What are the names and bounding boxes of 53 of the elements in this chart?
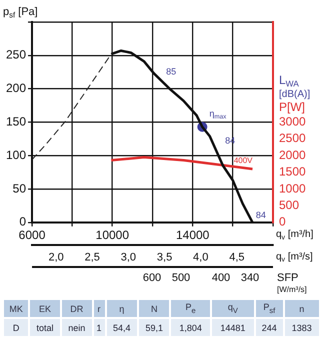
text: P$_{sf}$ — [256, 300, 283, 317]
x2-tick-label: 3,0 — [120, 251, 136, 264]
text: 1383 — [284, 319, 319, 336]
series-label: 400V — [234, 156, 254, 166]
text: 59,1 — [138, 319, 170, 336]
text: r — [94, 300, 104, 317]
y2-tick-label: 500 — [279, 198, 300, 212]
text: 600 — [142, 272, 162, 284]
x2-tick-label: 2,5 — [84, 251, 100, 264]
annotation: 84 — [256, 210, 266, 220]
y2-tick-label: 2500 — [279, 131, 306, 146]
text: 340 — [240, 272, 260, 284]
text: 400 — [212, 272, 230, 284]
text: 1,804 — [171, 319, 210, 336]
y2-tick-label: 1000 — [279, 181, 306, 196]
y2-tick-label: 3000 — [279, 114, 306, 129]
x2-tick-label: 4,0 — [193, 251, 208, 264]
x2-tick-label: 4,5 — [229, 251, 244, 264]
annotation: 85 — [166, 66, 176, 77]
text: n — [284, 300, 319, 317]
text: DR — [62, 300, 92, 317]
text: 1 — [94, 319, 104, 336]
text: q$_{V}$ — [212, 300, 254, 317]
text: N — [138, 300, 170, 317]
text: 500 — [172, 272, 190, 284]
text: 244 — [256, 319, 283, 336]
y2-axis-title: P[W] — [279, 100, 305, 114]
text: MK — [4, 300, 28, 317]
y-tick-label: 100 — [6, 148, 26, 162]
text: [dB(A)] — [279, 88, 310, 100]
line-series — [32, 54, 112, 160]
y-tick-label: 150 — [6, 114, 26, 129]
y-tick-label: 50 — [12, 181, 26, 196]
y2-tick-label: 2000 — [279, 148, 306, 162]
text: SFP [W/m³/s] — [277, 272, 307, 294]
text: 54,4 — [106, 319, 137, 336]
text: P$_{e}$ — [171, 300, 210, 317]
y-tick-label: 200 — [6, 81, 26, 96]
text: total — [30, 319, 60, 336]
y2-tick-label: 0 — [279, 214, 286, 229]
text: nein — [62, 319, 92, 336]
x2-tick-label: 2,0 — [48, 251, 64, 264]
x-tick-label: 14000 — [176, 228, 210, 242]
x-tick-label: 10000 — [96, 228, 130, 242]
text: η — [106, 300, 137, 317]
x-tick-label: 6000 — [18, 228, 46, 242]
y-tick-label: 250 — [6, 48, 26, 62]
y-tick-label: 0 — [19, 214, 26, 229]
text: EK — [30, 300, 60, 317]
x2-tick-label: 3,5 — [156, 251, 172, 264]
text: 14481 — [212, 319, 254, 336]
text: D — [4, 319, 28, 336]
y2-tick-label: 1500 — [279, 164, 306, 179]
